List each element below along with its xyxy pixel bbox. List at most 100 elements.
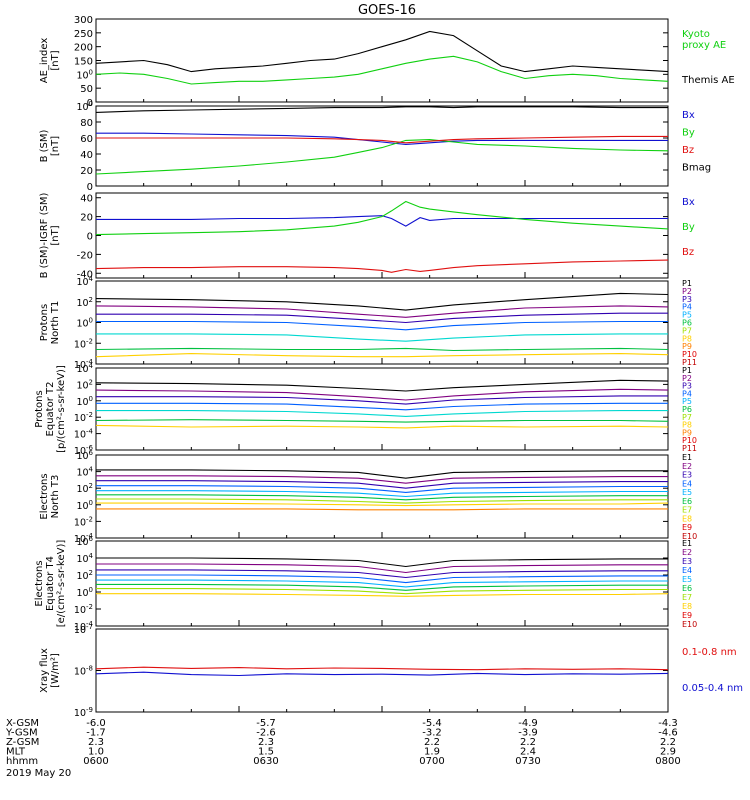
- y-tick-label: 10-8: [74, 665, 93, 678]
- y-tick-label: 40: [80, 150, 93, 161]
- series-line-bmag: [96, 106, 668, 113]
- series-line-bz: [96, 135, 668, 144]
- series-line-by: [96, 139, 668, 175]
- y-tick-label: 20: [80, 213, 93, 224]
- legend-entry: E1: [682, 453, 692, 462]
- y-tick-label: -20: [77, 250, 93, 261]
- legend-entry: P7: [682, 413, 692, 422]
- legend-entry: P9: [682, 342, 692, 351]
- series-line-p3: [96, 312, 668, 324]
- footer-row-value: -4.6: [658, 728, 678, 739]
- series-line-e5: [96, 490, 668, 498]
- y-axis-label: [nT]: [50, 136, 61, 156]
- series-line-0-05-0-4-nm: [96, 671, 668, 677]
- legend-entry: P5: [682, 311, 692, 320]
- series-line-0-1-0-8-nm: [96, 666, 668, 671]
- footer-row-value: -5.7: [256, 718, 276, 729]
- legend-entry: P3: [682, 295, 692, 304]
- footer-row-value: 0630: [253, 756, 278, 767]
- legend-entry: E7: [682, 593, 692, 602]
- y-tick-label: 250: [74, 29, 93, 40]
- y-tick-label: 100: [76, 68, 93, 81]
- legend-entry: E3: [682, 471, 692, 480]
- legend-entry: E2: [682, 462, 692, 471]
- legend-entry: P10: [682, 350, 697, 359]
- series-line-bx: [96, 132, 668, 145]
- series-line-p5: [96, 333, 668, 342]
- y-tick-label: 10-4: [74, 532, 94, 545]
- chart-panel-4: 10-4 10-2 100 102 104 Protons North T1 P1P2P3P4…: [39, 275, 697, 371]
- y-axis-label: North T1: [50, 301, 61, 345]
- footer-row-value: 2.3: [258, 737, 274, 748]
- footer-row-value: -6.0: [86, 718, 106, 729]
- series-line-themis-ae: [96, 30, 668, 73]
- legend-entry: P4: [682, 303, 692, 312]
- series-line-bz: [96, 259, 668, 273]
- y-tick-label: -40: [77, 269, 93, 280]
- legend-entry: E10: [682, 620, 697, 629]
- y-tick-label: 50: [80, 84, 93, 95]
- footer-row-value: 2.2: [520, 737, 536, 748]
- series-line-by: [96, 200, 668, 236]
- series-line-e4: [96, 574, 668, 584]
- y-tick-label: 10-4: [74, 620, 94, 633]
- footer-row-value: 0700: [419, 756, 444, 767]
- y-tick-label: 104: [76, 466, 93, 479]
- legend-entry: Themis AE: [681, 75, 735, 86]
- footer-row-value: -3.2: [422, 728, 442, 739]
- series-line-p2: [96, 388, 668, 401]
- series-line-kyoto-proxy-ae: [96, 55, 668, 85]
- footer-row-value: 1.5: [258, 747, 274, 758]
- y-axis-label: [nT]: [50, 50, 61, 70]
- series-line-e6: [96, 583, 668, 591]
- series-line-bx: [96, 215, 668, 227]
- y-tick-label: 102: [76, 569, 93, 582]
- y-tick-label: 10-6: [74, 444, 94, 457]
- y-tick-label: 200: [74, 43, 93, 54]
- plot-frame: [95, 192, 669, 279]
- legend-entry: P2: [682, 374, 692, 383]
- y-tick-label: 0: [87, 182, 93, 193]
- legend-entry: E8: [682, 514, 692, 523]
- y-tick-label: 60: [80, 134, 93, 145]
- y-axis-label: AE_index: [39, 38, 50, 84]
- series-line-p6: [96, 347, 668, 352]
- chart-panel-3: -40 -20 0 20 40 B (SM)-IGRF (SM) [nT] Bx By Bz: [39, 192, 695, 280]
- series-line-e3: [96, 569, 668, 579]
- chart-panel-5: 10-6 10-4 10-2 100 102 104 Protons Equator T2 [p…: [34, 362, 697, 457]
- legend-entry: P9: [682, 428, 692, 437]
- chart-panel-2: 0 20 40 60 80 100 B (SM) [nT] Bx By Bz Bmag: [39, 100, 711, 193]
- series-line-e5: [96, 579, 668, 588]
- legend-entry: 0.1-0.8 nm: [682, 647, 737, 658]
- plot-frame: [95, 540, 669, 627]
- legend-entry: E1: [682, 539, 692, 548]
- footer-row-value: 1.0: [88, 747, 104, 758]
- footer-row-value: 2.4: [520, 747, 536, 758]
- legend-entry: P8: [682, 334, 692, 343]
- plot-frame: [95, 628, 669, 713]
- footer-row-value: -2.6: [256, 728, 276, 739]
- legend-entry: Bz: [682, 145, 694, 156]
- chart-title: GOES-16: [358, 3, 416, 18]
- y-tick-label: 102: [76, 296, 93, 309]
- plot-frame: [95, 105, 669, 187]
- footer-row-value: 2.3: [88, 737, 104, 748]
- series-line-e4: [96, 485, 668, 493]
- legend-entry: P6: [682, 319, 692, 328]
- y-axis-label: [W/m²]: [50, 653, 61, 688]
- legend-entry: proxy AE: [682, 40, 726, 51]
- series-line-e6: [96, 494, 668, 501]
- legend-entry: 0.05-0.4 nm: [682, 683, 743, 694]
- legend-entry: E9: [682, 523, 692, 532]
- y-tick-label: 10-2: [74, 411, 93, 424]
- y-tick-label: 80: [80, 118, 93, 129]
- series-line-e7: [96, 498, 668, 504]
- legend-entry: Bmag: [682, 163, 711, 174]
- legend-entry: E5: [682, 575, 692, 584]
- y-axis-label: Protons: [39, 304, 50, 341]
- series-line-e1: [96, 557, 668, 568]
- y-tick-label: 10-2: [74, 603, 93, 616]
- series-line-e8: [96, 593, 668, 597]
- y-tick-label: 106: [76, 535, 93, 548]
